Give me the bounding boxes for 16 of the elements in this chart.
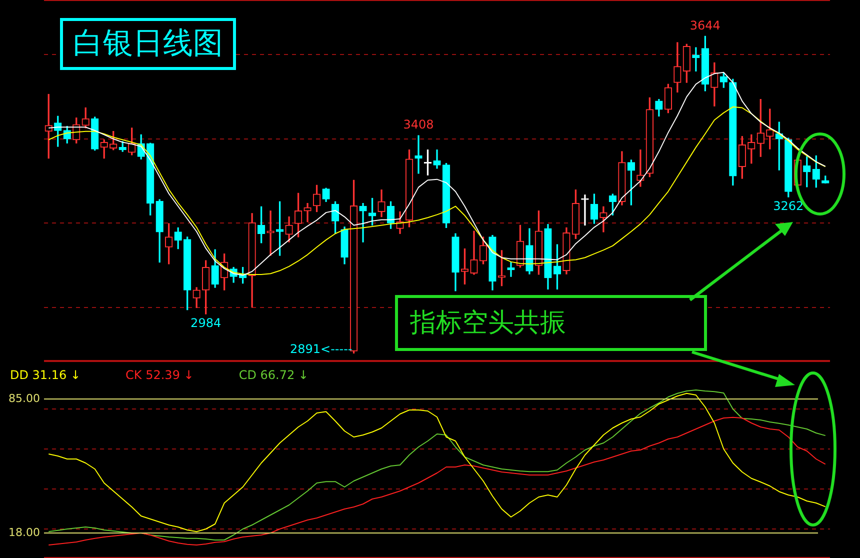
annotation: 2984 [190,316,222,330]
annotation: 3644 [690,18,720,32]
candlestick [304,202,312,222]
ref-line-label: 18.00 [8,526,40,539]
candlestick [266,210,274,256]
ref-line-label: 85.00 [8,392,40,405]
annotation: 2891<----- [290,342,352,356]
text: DD 31.16 ↓ [10,368,81,382]
candlestick [359,202,367,242]
annotation: 3262 [773,199,804,214]
text: CD 66.72 ↓ [238,368,308,382]
candlestick [581,194,589,226]
annotation: 3408 [403,118,434,132]
text: CK 52.39 ↓ [126,368,194,382]
title-box: 白银日线图 [60,18,236,70]
callout-box: 指标空头共振 [395,295,707,351]
